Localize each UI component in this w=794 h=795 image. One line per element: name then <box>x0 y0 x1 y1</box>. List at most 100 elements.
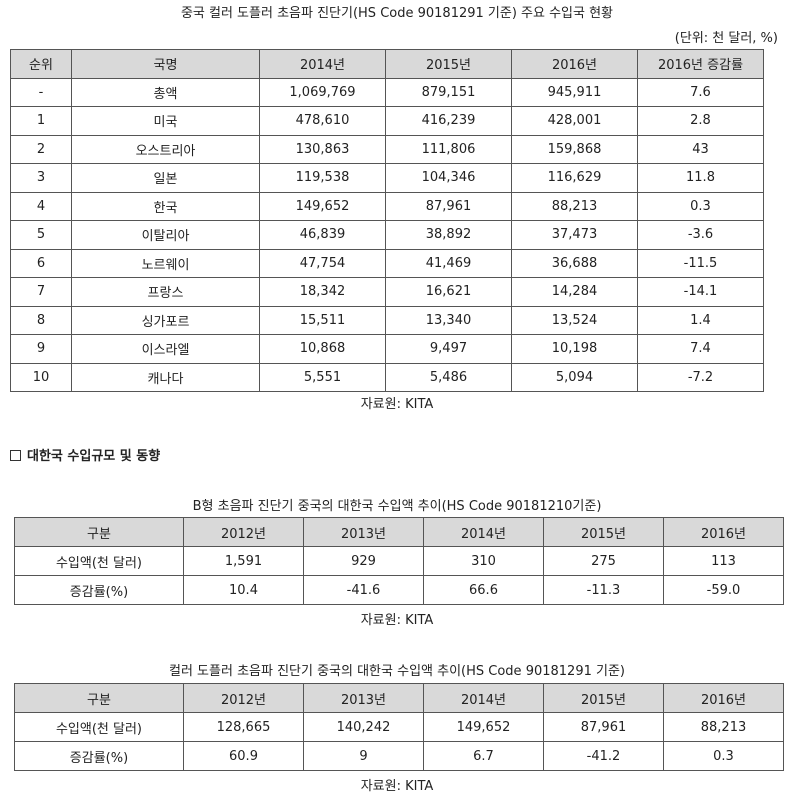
table1-header-cell: 2016년 <box>511 49 638 79</box>
table1-cell: 46,839 <box>259 220 386 250</box>
table1-cell: 9 <box>10 334 72 364</box>
table1-cell: 11.8 <box>637 163 764 193</box>
table1-cell: 130,863 <box>259 134 386 164</box>
table2-header-cell: 2015년 <box>543 517 664 547</box>
table1-cell: 1,069,769 <box>259 77 386 107</box>
table1-cell: 18,342 <box>259 277 386 307</box>
table3-cell: 6.7 <box>423 741 544 771</box>
table1-row: 8 싱가포르 15,511 13,340 13,524 1.4 <box>10 305 764 335</box>
table3: 구분 2012년 2013년 2014년 2015년 2016년 수입액(천 달… <box>14 683 784 771</box>
table2-header-cell: 구분 <box>14 517 184 547</box>
table1-cell: 1 <box>10 106 72 136</box>
table1-cell: 13,340 <box>385 305 512 335</box>
table1-cell: 37,473 <box>511 220 638 250</box>
table2-header-cell: 2014년 <box>423 517 544 547</box>
table1-row: 1 미국 478,610 416,239 428,001 2.8 <box>10 106 764 136</box>
table1-row: 2 오스트리아 130,863 111,806 159,868 43 <box>10 134 764 164</box>
table3-header-cell: 2012년 <box>183 683 304 713</box>
table2-header-cell: 2016년 <box>663 517 784 547</box>
table2-header-row: 구분 2012년 2013년 2014년 2015년 2016년 <box>14 517 784 547</box>
table2: 구분 2012년 2013년 2014년 2015년 2016년 수입액(천 달… <box>14 517 784 605</box>
table1-cell: 7.4 <box>637 334 764 364</box>
table1-cell: -11.5 <box>637 248 764 278</box>
table3-header-cell: 2014년 <box>423 683 544 713</box>
table3-row: 증감률(%) 60.9 9 6.7 -41.2 0.3 <box>14 741 784 771</box>
table2-cell: 10.4 <box>183 575 304 605</box>
table1-cell: 2 <box>10 134 72 164</box>
table1-cell: 4 <box>10 191 72 221</box>
table1-row: 4 한국 149,652 87,961 88,213 0.3 <box>10 191 764 221</box>
table3-header-row: 구분 2012년 2013년 2014년 2015년 2016년 <box>14 683 784 713</box>
table1-cell: 한국 <box>71 191 260 221</box>
table1-cell: 1.4 <box>637 305 764 335</box>
table3-header-cell: 2015년 <box>543 683 664 713</box>
table1-cell: 9,497 <box>385 334 512 364</box>
table1-cell: 노르웨이 <box>71 248 260 278</box>
table1-cell: 10 <box>10 362 72 392</box>
square-bullet-icon <box>10 450 21 461</box>
table3-row: 수입액(천 달러) 128,665 140,242 149,652 87,961 88,2… <box>14 712 784 742</box>
table1-cell: 41,469 <box>385 248 512 278</box>
table1-cell: 13,524 <box>511 305 638 335</box>
table2-cell: -41.6 <box>303 575 424 605</box>
table1-cell: 5,551 <box>259 362 386 392</box>
table3-cell: 88,213 <box>663 712 784 742</box>
table1-header-row: 순위 국명 2014년 2015년 2016년 2016년 증감률 <box>10 49 764 79</box>
table2-header-cell: 2012년 <box>183 517 304 547</box>
table1-cell: 428,001 <box>511 106 638 136</box>
table2-cell: 929 <box>303 546 424 576</box>
table3-cell: 수입액(천 달러) <box>14 712 184 742</box>
table1-cell: 프랑스 <box>71 277 260 307</box>
section-heading: 대한국 수입규모 및 동향 <box>10 445 160 464</box>
table3-cell: 128,665 <box>183 712 304 742</box>
table1-cell: 총액 <box>71 77 260 107</box>
table1-source: 자료원: KITA <box>360 397 434 412</box>
table1-cell: 159,868 <box>511 134 638 164</box>
table3-header-cell: 2013년 <box>303 683 424 713</box>
table3-cell: 149,652 <box>423 712 544 742</box>
table1-cell: 478,610 <box>259 106 386 136</box>
table2-source: 자료원: KITA <box>360 613 434 628</box>
table1-cell: 5,094 <box>511 362 638 392</box>
table1-row: 6 노르웨이 47,754 41,469 36,688 -11.5 <box>10 248 764 278</box>
table2-row: 증감률(%) 10.4 -41.6 66.6 -11.3 -59.0 <box>14 575 784 605</box>
table2-row: 수입액(천 달러) 1,591 929 310 275 113 <box>14 546 784 576</box>
table2-cell: -59.0 <box>663 575 784 605</box>
table1-cell: -14.1 <box>637 277 764 307</box>
table1-header-cell: 2016년 증감률 <box>637 49 764 79</box>
table1-row: - 총액 1,069,769 879,151 945,911 7.6 <box>10 77 764 107</box>
table1-cell: 10,198 <box>511 334 638 364</box>
table1-cell: 149,652 <box>259 191 386 221</box>
table1-cell: 43 <box>637 134 764 164</box>
table3-cell: 9 <box>303 741 424 771</box>
table3-header-cell: 구분 <box>14 683 184 713</box>
table1-cell: 0.3 <box>637 191 764 221</box>
table1-cell: 5,486 <box>385 362 512 392</box>
table1-cell: 일본 <box>71 163 260 193</box>
table1-header-cell: 2014년 <box>259 49 386 79</box>
table1-cell: 416,239 <box>385 106 512 136</box>
table1-cell: 104,346 <box>385 163 512 193</box>
table1-cell: 이스라엘 <box>71 334 260 364</box>
table1-header-cell: 2015년 <box>385 49 512 79</box>
table1-cell: 3 <box>10 163 72 193</box>
table2-header-cell: 2013년 <box>303 517 424 547</box>
table2-cell: 275 <box>543 546 664 576</box>
table3-cell: 60.9 <box>183 741 304 771</box>
table1-header-cell: 순위 <box>10 49 72 79</box>
table1-cell: 945,911 <box>511 77 638 107</box>
section-heading-text: 대한국 수입규모 및 동향 <box>27 449 161 464</box>
table1-cell: 36,688 <box>511 248 638 278</box>
table1-cell: 87,961 <box>385 191 512 221</box>
table1-cell: 캐나다 <box>71 362 260 392</box>
table1-row: 3 일본 119,538 104,346 116,629 11.8 <box>10 163 764 193</box>
table2-cell: 1,591 <box>183 546 304 576</box>
table3-cell: -41.2 <box>543 741 664 771</box>
table3-title: 컬러 도플러 초음파 진단기 중국의 대한국 수입액 추이(HS Code 90… <box>169 664 625 679</box>
table1-cell: 15,511 <box>259 305 386 335</box>
table1-cell: - <box>10 77 72 107</box>
table2-cell: 113 <box>663 546 784 576</box>
table1-cell: 38,892 <box>385 220 512 250</box>
table1-row: 5 이탈리아 46,839 38,892 37,473 -3.6 <box>10 220 764 250</box>
table1-cell: 16,621 <box>385 277 512 307</box>
